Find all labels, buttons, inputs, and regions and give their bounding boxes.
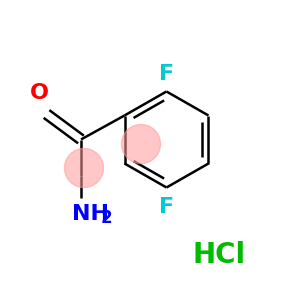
Text: NH: NH <box>72 205 109 224</box>
Text: F: F <box>159 64 174 83</box>
Text: 2: 2 <box>100 209 112 227</box>
Text: O: O <box>29 83 49 103</box>
Text: F: F <box>159 197 174 217</box>
Circle shape <box>64 148 104 188</box>
Text: HCl: HCl <box>192 241 246 269</box>
Circle shape <box>122 124 160 164</box>
